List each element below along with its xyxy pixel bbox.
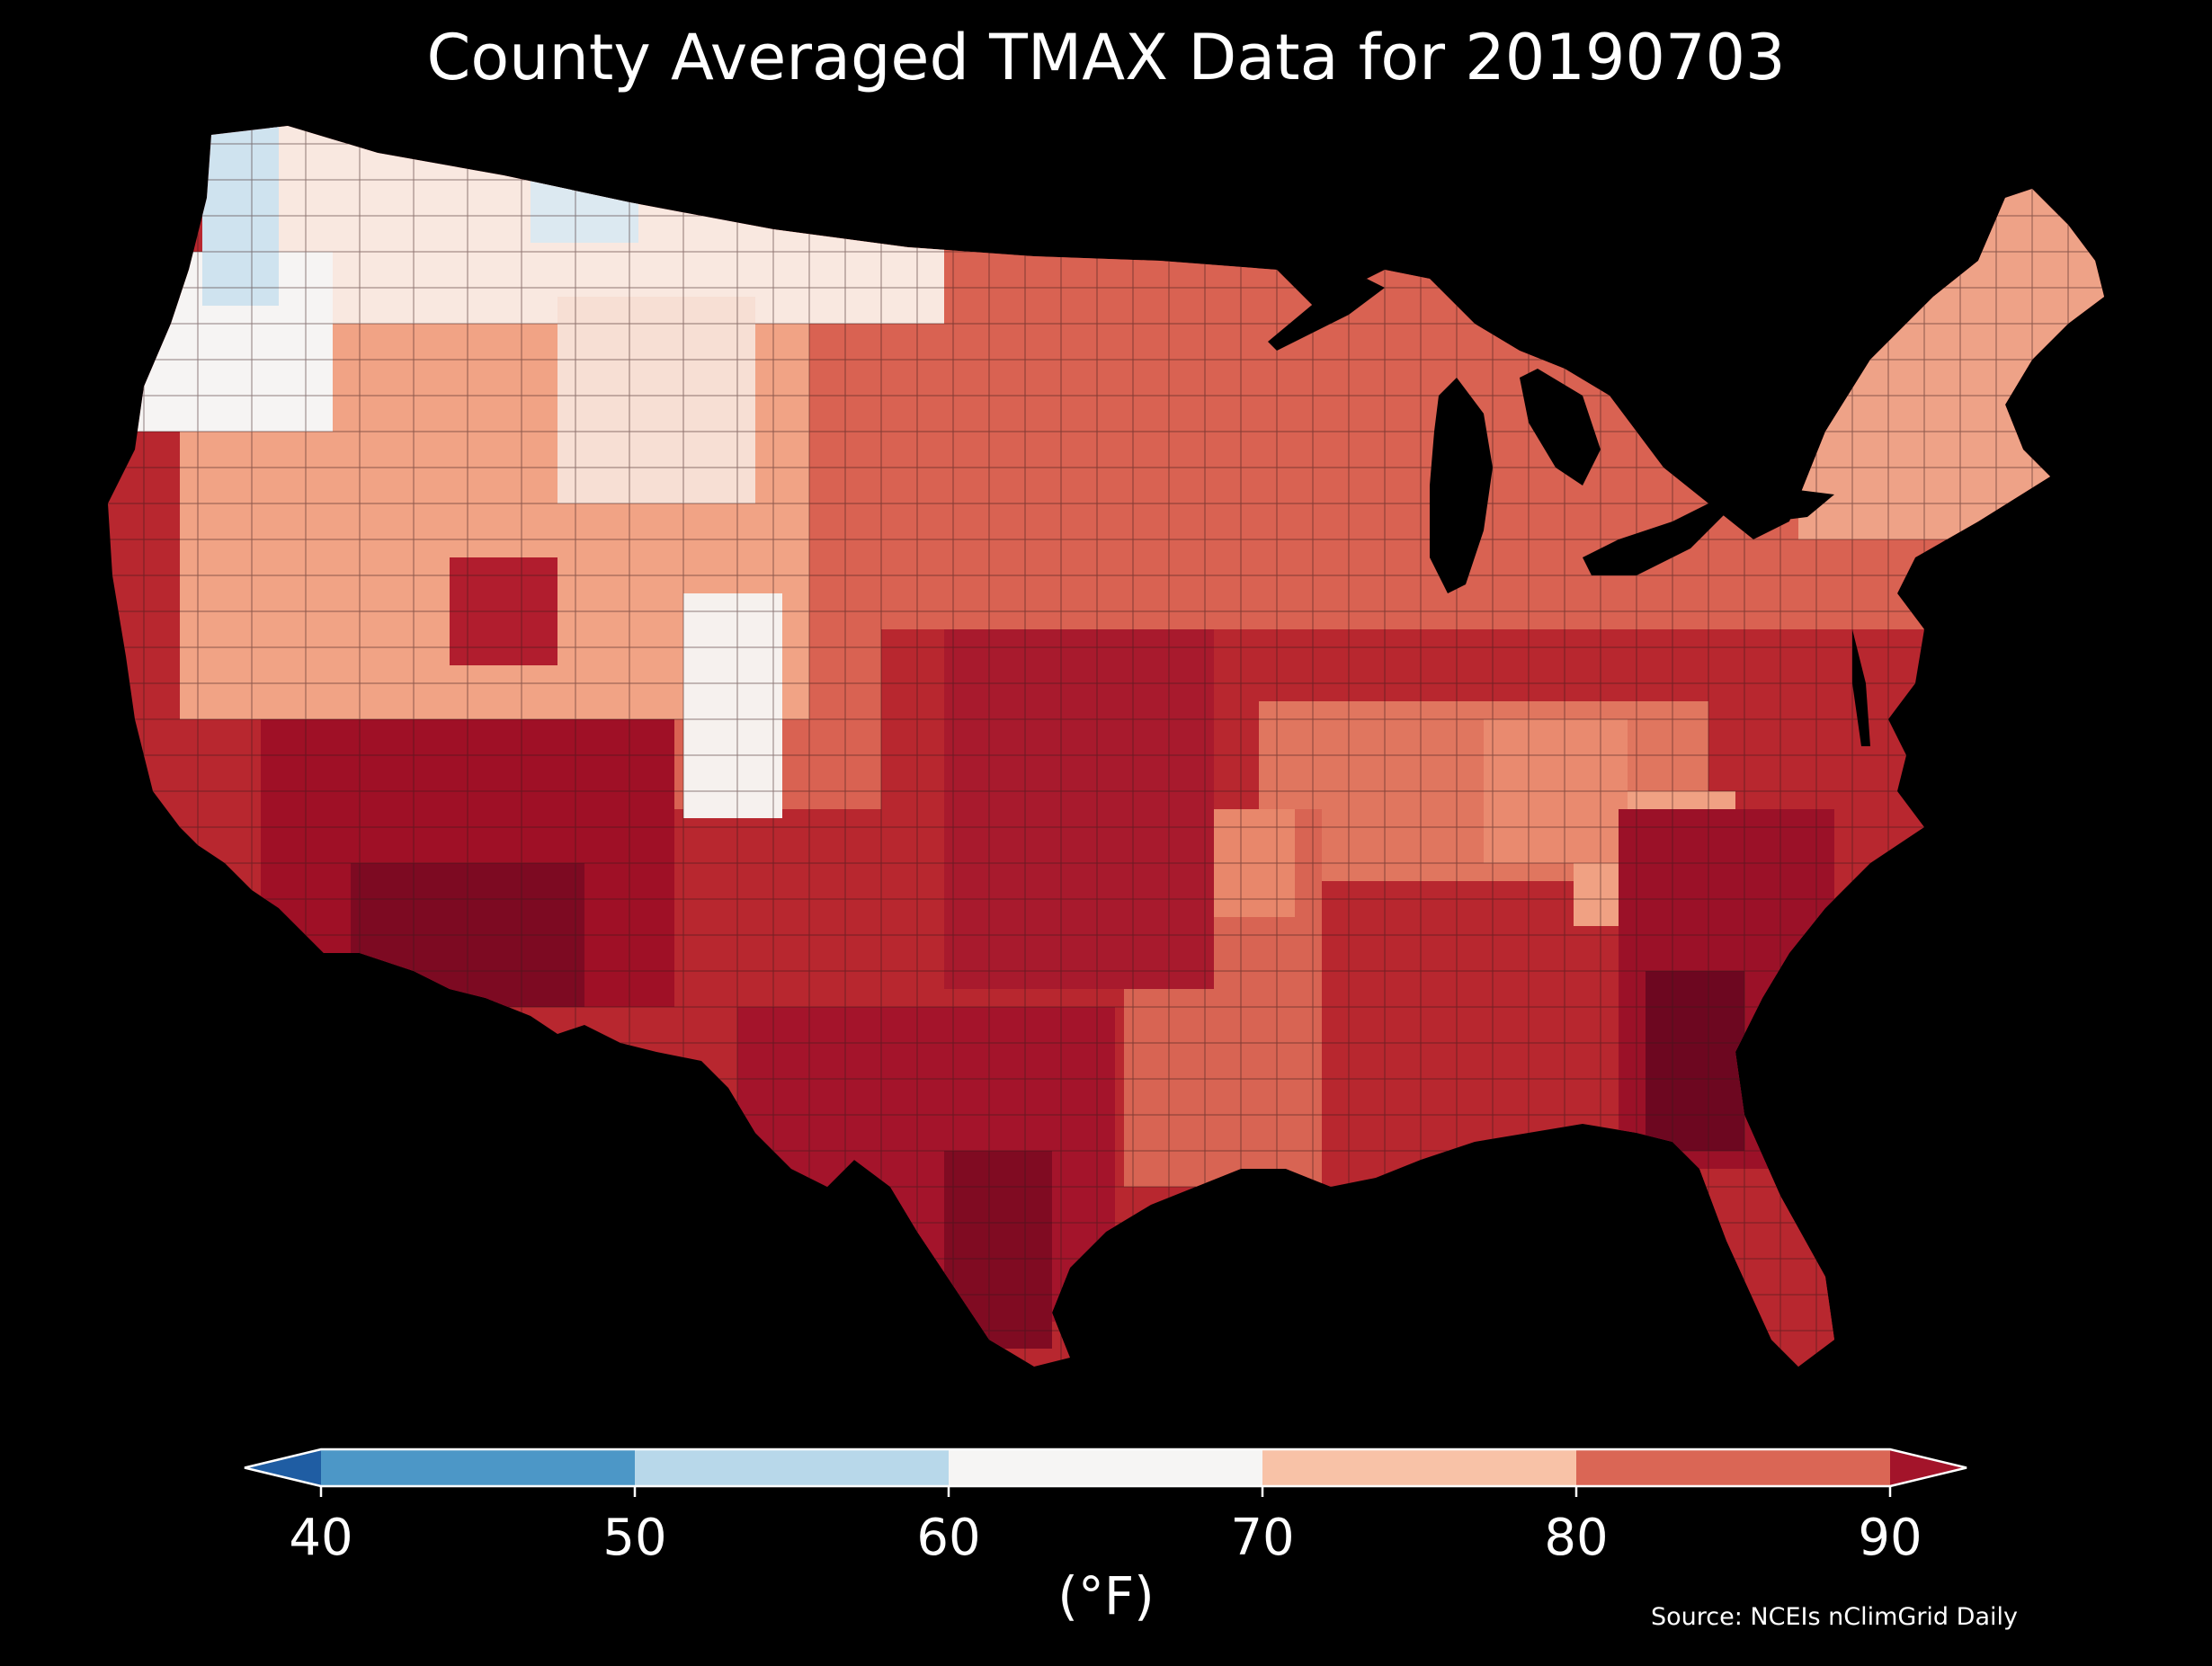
source-label: Source: NCEIs nClimGrid Daily — [1651, 1603, 2018, 1631]
colorbar-extend-low — [245, 1449, 321, 1486]
colorbar-tick-label: 80 — [1544, 1509, 1608, 1567]
colorbar-bin — [321, 1449, 636, 1486]
colorbar-tick-label: 70 — [1230, 1509, 1294, 1567]
colorbar-tick-label: 60 — [916, 1509, 980, 1567]
colorbar-bin — [949, 1449, 1263, 1486]
colorbar-tick-label: 50 — [602, 1509, 666, 1567]
chesapeake-bay — [1852, 629, 1870, 746]
map-title: County Averaged TMAX Data for 20190703 — [426, 21, 1786, 94]
colorbar-group — [244, 1448, 1967, 1488]
colorbar-bin — [1262, 1449, 1577, 1486]
colorbar-ticks: 40 50 60 70 80 90 — [289, 1486, 1922, 1567]
colorbar-tick-label: 90 — [1858, 1509, 1922, 1567]
colorbar-unit-label: (°F) — [1057, 1565, 1155, 1626]
colorbar-tick-label: 40 — [289, 1509, 352, 1567]
colorbar-bin — [1576, 1449, 1891, 1486]
great-lakes — [1268, 279, 1834, 593]
colorbar-extend-high — [1890, 1449, 1967, 1486]
us-county-map — [108, 126, 2104, 1367]
colorbar-bin — [635, 1449, 950, 1486]
